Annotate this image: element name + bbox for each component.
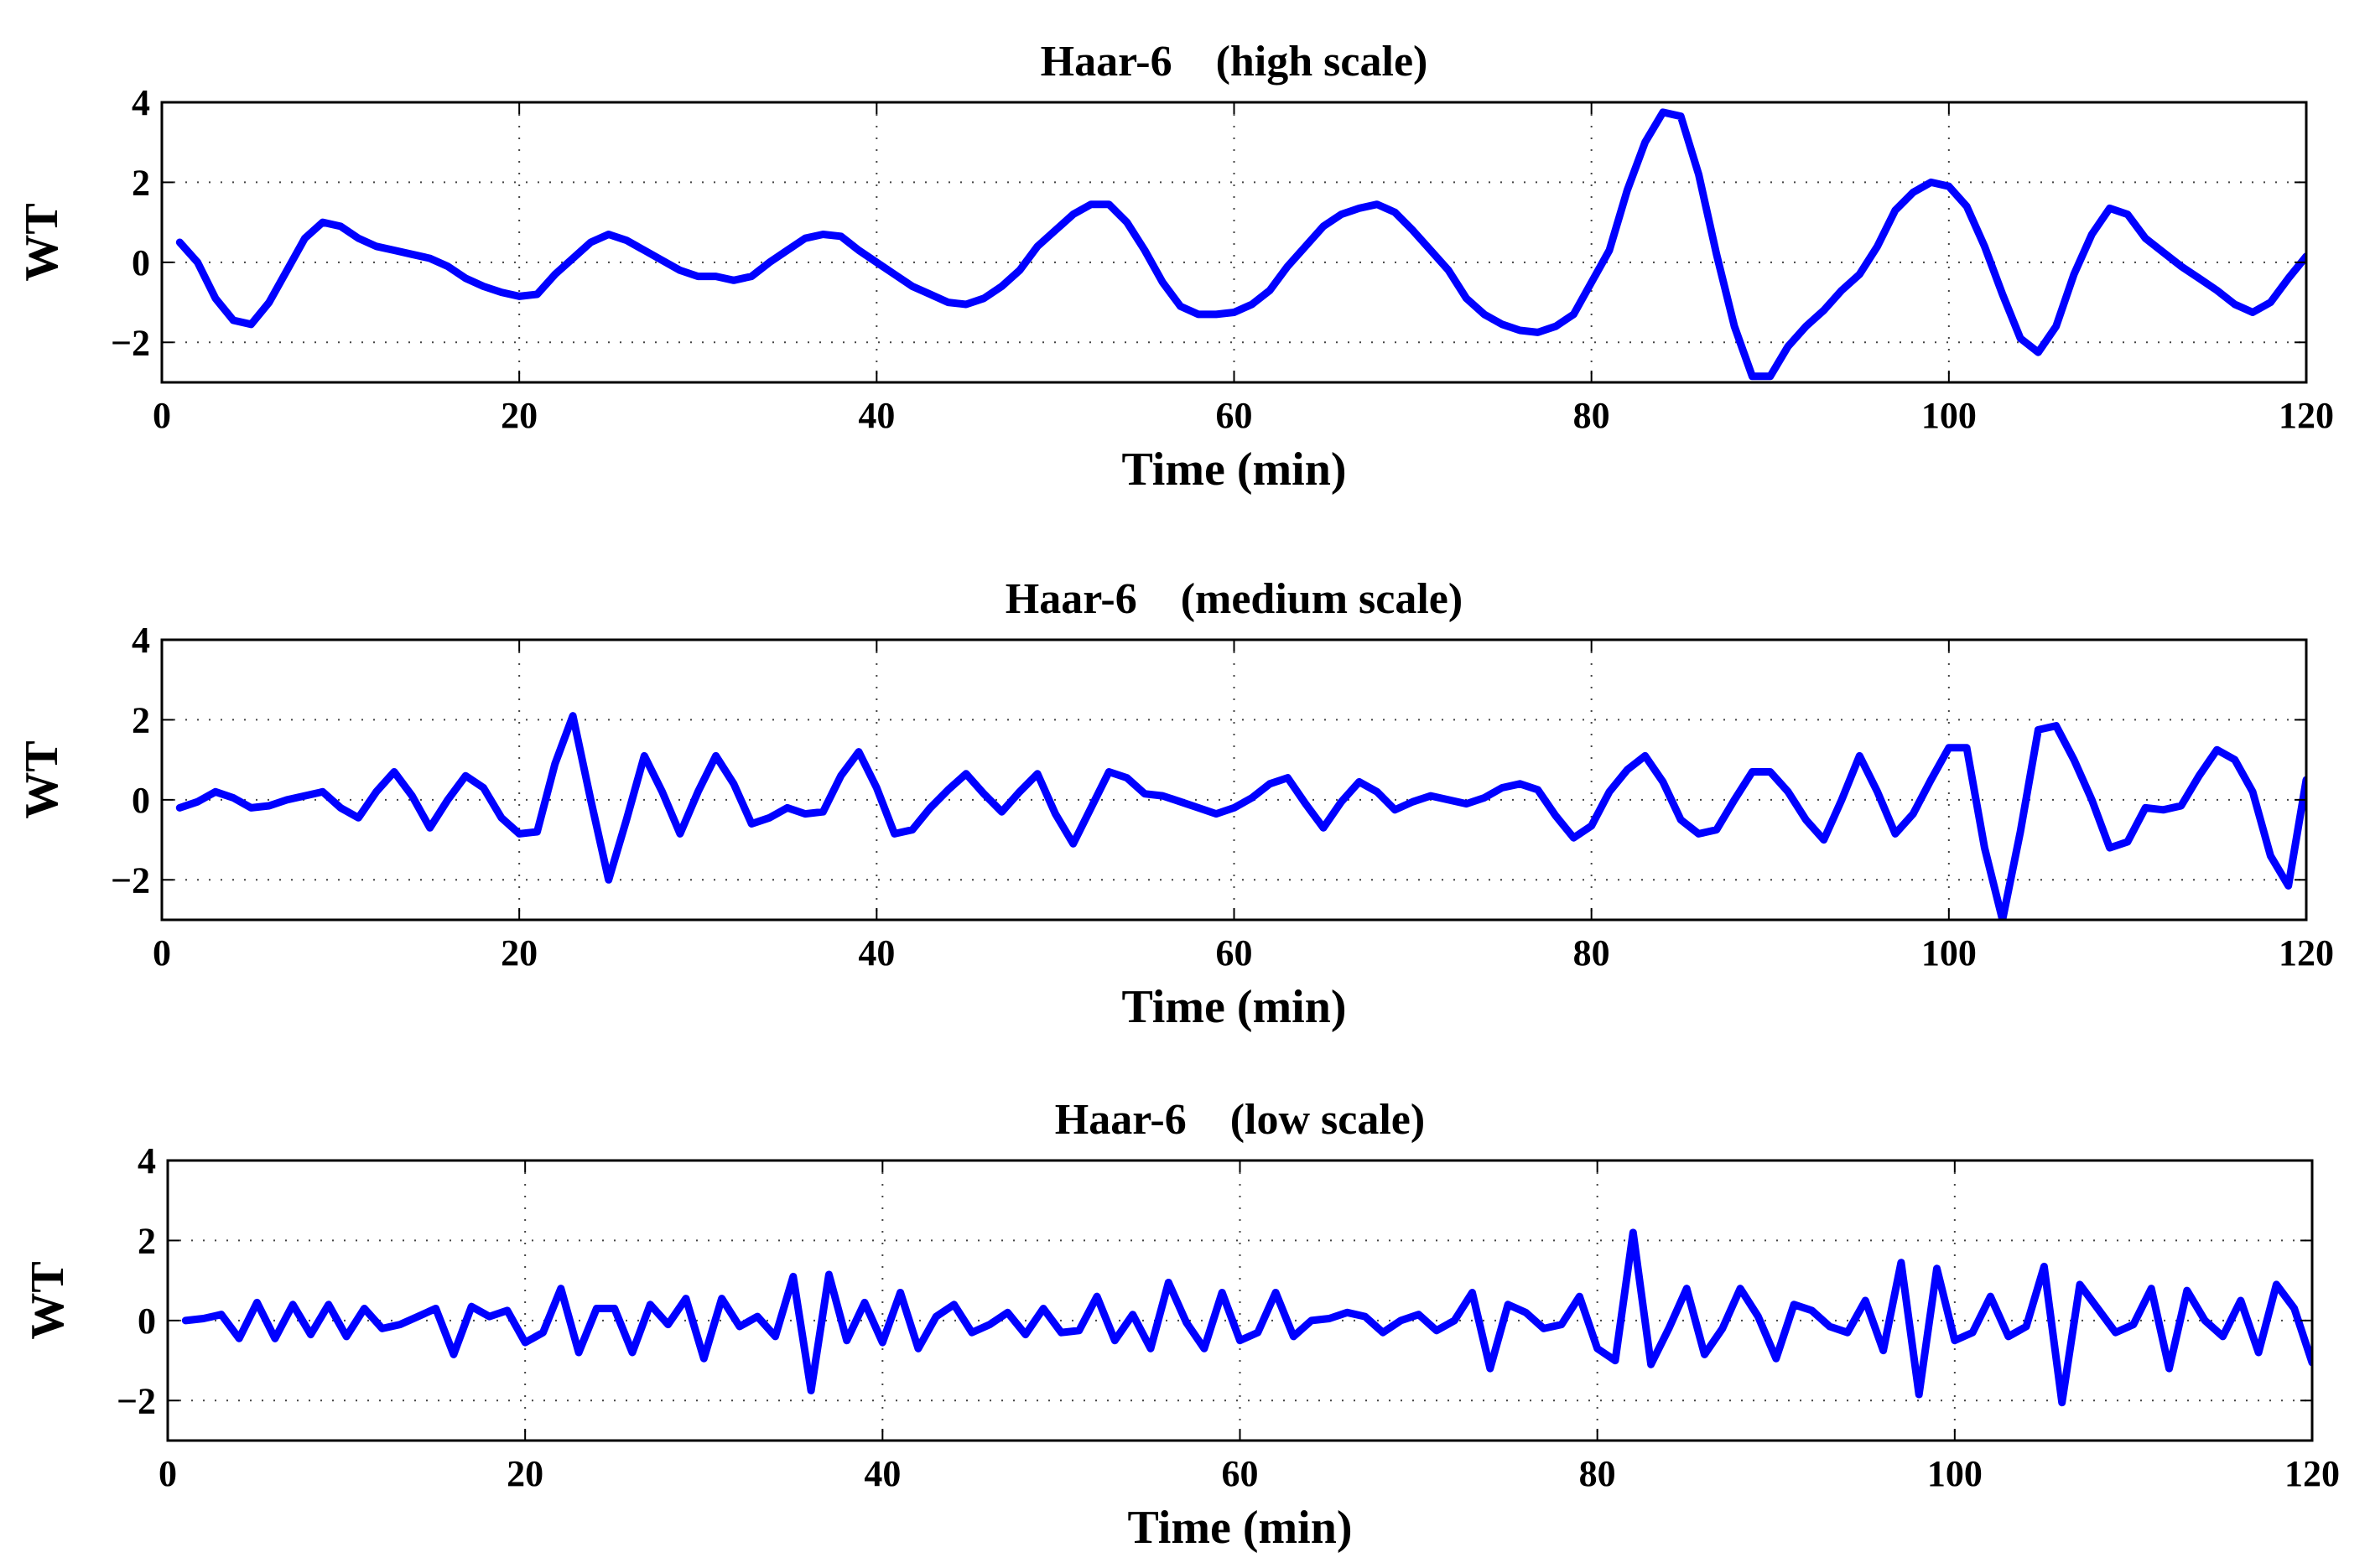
y-axis-label: WT [16,203,68,281]
y-tick-label: 2 [138,1220,156,1261]
y-tick-label: −2 [111,322,150,363]
y-tick-label: 0 [138,1301,156,1342]
x-tick-label: 100 [1927,1453,1983,1494]
x-tick-label: 60 [1222,1453,1259,1494]
y-tick-label: −2 [117,1380,156,1421]
y-axis-label: WT [16,740,68,818]
y-tick-label: −2 [111,859,150,901]
series-line-1 [181,1228,2312,1407]
x-tick-label: 20 [501,932,538,974]
y-tick-label: 4 [132,620,150,661]
y-tick-label: 4 [132,82,150,123]
x-axis-label: Time (min) [1127,1502,1352,1554]
x-tick-label: 0 [159,1453,177,1494]
y-tick-label: 0 [132,242,150,283]
series-line-1 [175,712,2306,920]
x-tick-label: 0 [153,395,171,436]
x-tick-label: 120 [2284,1453,2340,1494]
x-tick-label: 60 [1216,932,1253,974]
y-axis-label: WT [22,1261,74,1339]
x-tick-label: 100 [1921,395,1977,436]
x-tick-label: 80 [1573,395,1610,436]
x-axis-label: Time (min) [1121,981,1346,1033]
x-tick-label: 20 [507,1453,543,1494]
y-tick-label: 2 [132,699,150,740]
x-tick-label: 40 [858,395,895,436]
x-tick-label: 40 [858,932,895,974]
x-axis-label: Time (min) [1121,444,1346,496]
chart-title: Haar-6 (high scale) [1041,38,1428,86]
x-tick-label: 40 [864,1453,901,1494]
y-tick-label: 2 [132,162,150,203]
y-tick-label: 4 [138,1140,156,1181]
x-tick-label: 20 [501,395,538,436]
x-tick-label: 100 [1921,932,1977,974]
x-tick-label: 0 [153,932,171,974]
series-line-1 [175,108,2306,381]
x-tick-label: 120 [2279,932,2334,974]
x-tick-label: 120 [2279,395,2334,436]
x-tick-label: 60 [1216,395,1253,436]
x-tick-label: 80 [1579,1453,1616,1494]
y-tick-label: 0 [132,780,150,821]
chart-title: Haar-6 (medium scale) [1006,575,1463,623]
chart-title: Haar-6 (low scale) [1055,1096,1425,1144]
x-tick-label: 80 [1573,932,1610,974]
